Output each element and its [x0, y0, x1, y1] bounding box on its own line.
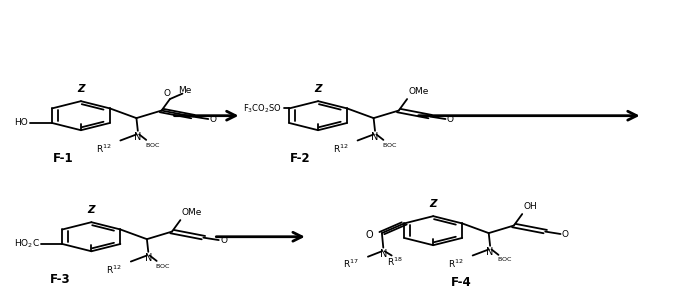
Text: R$^{12}$: R$^{12}$: [96, 142, 111, 155]
Text: R$^{18}$: R$^{18}$: [387, 256, 403, 268]
Text: Z: Z: [77, 84, 85, 94]
Text: $_{\mathrm{BOC}}$: $_{\mathrm{BOC}}$: [155, 261, 171, 271]
Text: O: O: [366, 230, 373, 240]
Text: N: N: [380, 249, 387, 259]
Text: F-2: F-2: [290, 152, 311, 165]
Text: O: O: [220, 236, 227, 245]
Text: OMe: OMe: [408, 87, 429, 96]
Text: $_{\mathrm{BOC}}$: $_{\mathrm{BOC}}$: [382, 140, 398, 150]
Text: Me: Me: [178, 85, 192, 95]
Text: OMe: OMe: [182, 208, 202, 217]
Text: OH: OH: [524, 202, 538, 211]
Text: $_{\mathrm{BOC}}$: $_{\mathrm{BOC}}$: [145, 140, 160, 150]
Text: F-3: F-3: [50, 273, 70, 286]
Text: Z: Z: [429, 199, 437, 209]
Text: F-1: F-1: [53, 152, 73, 165]
Text: F$_3$CO$_2$SO: F$_3$CO$_2$SO: [243, 102, 282, 115]
Text: R$^{12}$: R$^{12}$: [448, 257, 463, 270]
Text: O: O: [447, 115, 454, 124]
Text: Z: Z: [87, 205, 95, 215]
Text: N: N: [134, 132, 141, 142]
Text: N: N: [487, 247, 493, 257]
Text: HO: HO: [15, 119, 28, 127]
Text: O: O: [562, 230, 569, 239]
Text: R$^{12}$: R$^{12}$: [106, 263, 122, 276]
Text: R$^{17}$: R$^{17}$: [343, 257, 359, 270]
Text: N: N: [371, 132, 379, 142]
Text: Z: Z: [315, 84, 322, 94]
Text: N: N: [145, 253, 152, 263]
Text: $_{\mathrm{BOC}}$: $_{\mathrm{BOC}}$: [497, 255, 512, 264]
Text: O: O: [164, 89, 171, 98]
Text: HO$_2$C: HO$_2$C: [14, 238, 40, 250]
Text: O: O: [210, 115, 217, 124]
Text: F-4: F-4: [451, 276, 471, 289]
Text: R$^{12}$: R$^{12}$: [333, 142, 349, 155]
